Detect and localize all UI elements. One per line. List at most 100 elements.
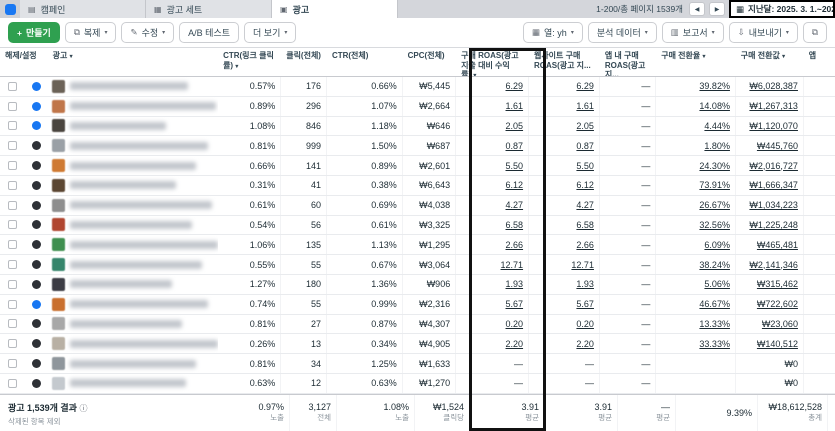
web-roas-value[interactable]: 6.12: [529, 175, 600, 195]
conv-value-value[interactable]: ₩2,016,727: [736, 156, 804, 175]
prev-page-button[interactable]: ◀: [689, 2, 705, 16]
column-header-web-roas[interactable]: 웹사이트 구매 ROAS(광고 지...: [533, 51, 591, 70]
table-row[interactable]: 1.08% 846 1.18% ₩646 2.05 2.05—4.44% ₩1,120,07…: [0, 116, 835, 137]
table-row[interactable]: 0.26% 13 0.34% ₩4,905 2.20 2.20—33.33% ₩140,51…: [0, 334, 835, 355]
row-status-toggle[interactable]: [25, 275, 48, 294]
conv-value-value[interactable]: ₩722,602: [736, 294, 804, 314]
web-roas-value[interactable]: 6.29: [529, 77, 600, 96]
table-row[interactable]: 1.27% 180 1.36% ₩906 1.93 1.93—5.06% ₩315,462: [0, 274, 835, 295]
row-status-toggle[interactable]: [25, 77, 48, 96]
conv-value-value[interactable]: ₩1,034,223: [736, 195, 804, 215]
web-roas-value[interactable]: 4.27: [529, 195, 600, 215]
web-roas-value[interactable]: 12.71: [529, 255, 600, 274]
edit-button[interactable]: ✎ 수정 ▾: [121, 22, 175, 43]
row-status-toggle[interactable]: [25, 196, 48, 215]
conv-value-value[interactable]: ₩1,225,248: [736, 215, 804, 235]
column-header-app-roas[interactable]: 앱 내 구매 ROAS(광고 지...: [604, 51, 646, 76]
ad-name-cell[interactable]: [48, 374, 218, 393]
table-row[interactable]: 0.74% 55 0.99% ₩2,316 5.67 5.67—46.67% ₩722,60…: [0, 294, 835, 315]
table-row[interactable]: 0.81% 34 1.25% ₩1,633— — — ₩0: [0, 354, 835, 374]
row-status-toggle[interactable]: [25, 354, 48, 373]
roas-value[interactable]: 1.61: [456, 96, 530, 116]
table-row[interactable]: 0.55% 55 0.67% ₩3,064 12.71 12.71—38.24% ₩2,14…: [0, 255, 835, 275]
row-checkbox[interactable]: [0, 216, 25, 235]
row-checkbox[interactable]: [0, 354, 25, 373]
web-roas-value[interactable]: 2.05: [529, 116, 600, 136]
web-roas-value[interactable]: 1.93: [529, 274, 600, 294]
cvr-value[interactable]: 46.67%: [656, 294, 736, 314]
export-button[interactable]: ⇩ 내보내기 ▾: [728, 22, 798, 43]
ad-name-cell[interactable]: [48, 295, 218, 314]
ab-test-button[interactable]: A/B 테스트: [179, 22, 240, 43]
more-button[interactable]: 더 보기 ▾: [244, 22, 297, 43]
ad-name-cell[interactable]: [48, 255, 218, 274]
reports-button[interactable]: ▥ 보고서 ▾: [661, 22, 724, 43]
row-checkbox[interactable]: [0, 315, 25, 334]
table-row[interactable]: 0.63% 12 0.63% ₩1,270— — — ₩0: [0, 373, 835, 394]
row-checkbox[interactable]: [0, 136, 25, 155]
tab-ads[interactable]: ▣ 광고: [272, 0, 398, 18]
cvr-value[interactable]: 6.09%: [656, 235, 736, 255]
ad-name-cell[interactable]: [48, 97, 218, 116]
row-status-toggle[interactable]: [25, 176, 48, 195]
cvr-value[interactable]: 14.08%: [656, 96, 736, 116]
ad-name-cell[interactable]: [48, 275, 218, 294]
breakdown-button[interactable]: 분석 데이터 ▾: [587, 22, 657, 43]
info-icon[interactable]: ⓘ: [79, 403, 88, 413]
column-header-ad[interactable]: 광고▼: [49, 48, 218, 76]
ad-name-cell[interactable]: [48, 216, 218, 235]
conv-value-value[interactable]: ₩1,666,347: [736, 175, 804, 195]
column-header-app[interactable]: 앱: [808, 51, 817, 60]
ad-name-cell[interactable]: [48, 117, 218, 136]
row-status-toggle[interactable]: [25, 136, 48, 155]
web-roas-value[interactable]: 0.20: [529, 314, 600, 334]
row-status-toggle[interactable]: [25, 334, 48, 353]
row-status-toggle[interactable]: [25, 97, 48, 116]
row-checkbox[interactable]: [0, 196, 25, 215]
ad-name-cell[interactable]: [48, 334, 219, 353]
row-status-toggle[interactable]: [25, 255, 48, 274]
row-checkbox[interactable]: [0, 176, 25, 195]
table-row[interactable]: 0.89% 296 1.07% ₩2,664 1.61 1.61—14.08% ₩1,267…: [0, 96, 835, 117]
web-roas-value[interactable]: 6.58: [529, 215, 600, 235]
conv-value-value[interactable]: ₩445,760: [736, 136, 804, 156]
conv-value-value[interactable]: ₩23,060: [736, 314, 804, 334]
ad-name-cell[interactable]: [48, 354, 218, 373]
conv-value-value[interactable]: ₩140,512: [736, 334, 804, 354]
ad-name-cell[interactable]: [48, 77, 218, 96]
tab-ad-sets[interactable]: ▦ 광고 세트: [146, 0, 272, 18]
columns-button[interactable]: ▦ 열: yh ▾: [523, 22, 583, 43]
column-header-cpc[interactable]: CPC(전체): [407, 51, 445, 60]
row-checkbox[interactable]: [0, 77, 25, 96]
ad-name-cell[interactable]: [48, 176, 218, 195]
column-header-toggle[interactable]: 해제/설정: [5, 51, 37, 60]
roas-value[interactable]: 2.05: [456, 116, 530, 136]
table-row[interactable]: 0.57% 176 0.66% ₩5,445 6.29 6.29—39.82% ₩6,028…: [0, 77, 835, 97]
cvr-value[interactable]: 26.67%: [656, 195, 736, 215]
row-status-toggle[interactable]: [25, 374, 48, 393]
web-roas-value[interactable]: 1.61: [529, 96, 600, 116]
ad-name-cell[interactable]: [48, 315, 218, 334]
roas-value[interactable]: 0.87: [456, 136, 530, 156]
cvr-value[interactable]: 33.33%: [656, 334, 736, 354]
roas-value[interactable]: 2.20: [456, 334, 530, 354]
table-row[interactable]: 0.81% 27 0.87% ₩4,307 0.20 0.20—13.33% ₩23,060: [0, 314, 835, 335]
cvr-value[interactable]: 39.82%: [656, 77, 736, 96]
roas-value[interactable]: 5.50: [456, 156, 530, 175]
web-roas-value[interactable]: 2.66: [529, 235, 600, 255]
conv-value-value[interactable]: ₩315,462: [736, 274, 804, 294]
row-checkbox[interactable]: [0, 117, 25, 136]
ad-name-cell[interactable]: [48, 235, 219, 254]
row-status-toggle[interactable]: [25, 117, 48, 136]
cvr-value[interactable]: 38.24%: [656, 255, 736, 274]
web-roas-value[interactable]: 5.67: [529, 294, 600, 314]
column-header-conv-value[interactable]: 구매 전환값▼: [736, 48, 804, 76]
column-header-roas[interactable]: 구매 ROAS(광고 지출 대비 수익률)▼: [456, 48, 529, 76]
tab-campaigns[interactable]: ▤ 캠페인: [20, 0, 146, 18]
ad-name-cell[interactable]: [48, 156, 218, 175]
table-row[interactable]: 0.61% 60 0.69% ₩4,038 4.27 4.27—26.67% ₩1,034,…: [0, 195, 835, 216]
row-status-toggle[interactable]: [25, 216, 48, 235]
row-status-toggle[interactable]: [25, 295, 48, 314]
web-roas-value[interactable]: 0.87: [529, 136, 600, 156]
row-checkbox[interactable]: [0, 275, 25, 294]
